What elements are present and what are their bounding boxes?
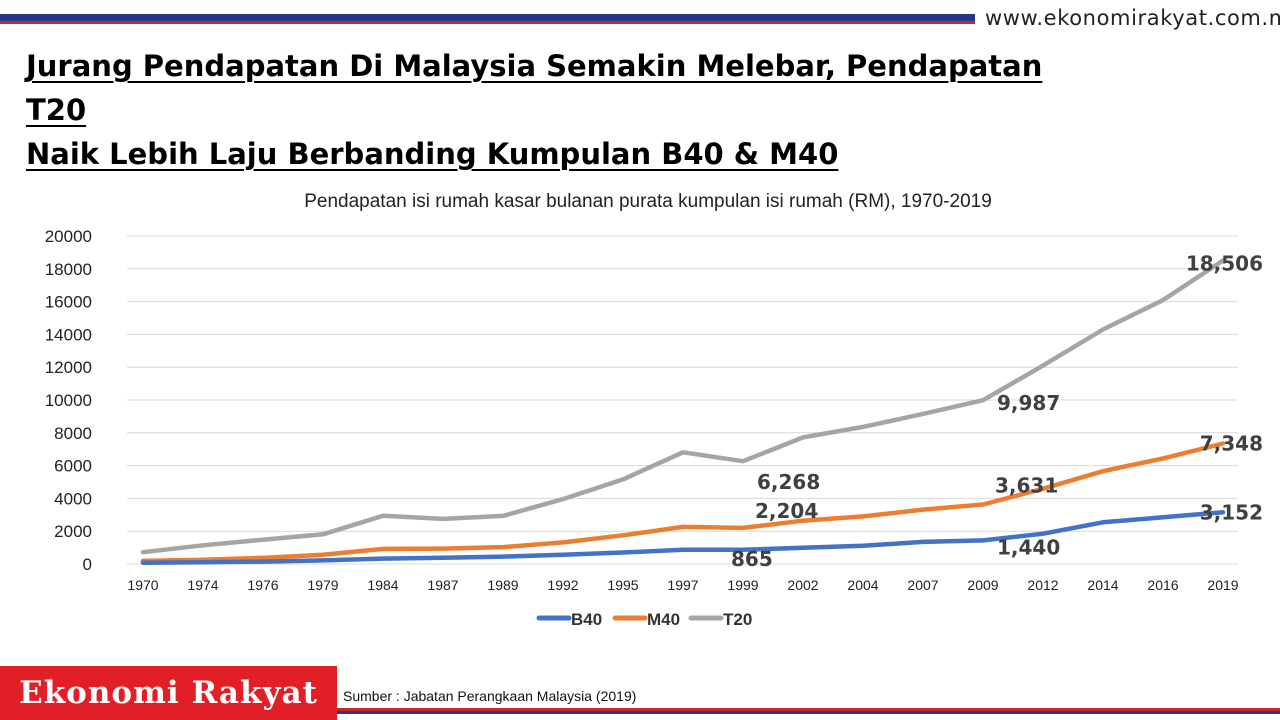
x-tick-label: 2002	[787, 577, 818, 593]
y-tick-label: 18000	[45, 260, 92, 279]
data-label-b40: 1,440	[997, 535, 1060, 559]
y-tick-label: 2000	[54, 522, 92, 541]
brand-text: Ekonomi Rakyat	[19, 675, 318, 711]
x-tick-label: 1974	[187, 577, 218, 593]
x-tick-label: 1976	[247, 577, 278, 593]
series-line-t20	[140, 258, 1226, 555]
brand-logo: Ekonomi Rakyat	[0, 666, 337, 720]
data-label-b40: 3,152	[1200, 500, 1263, 524]
legend-label-m40: M40	[647, 610, 680, 629]
x-tick-label: 2009	[967, 577, 998, 593]
line-chart: Pendapatan isi rumah kasar bulanan purat…	[45, 191, 1263, 629]
title-line-1: Jurang Pendapatan Di Malaysia Semakin Me…	[26, 49, 1043, 127]
title-line-2: Naik Lebih Laju Berbanding Kumpulan B40 …	[26, 137, 839, 171]
x-tick-label: 1999	[727, 577, 758, 593]
x-tick-label: 1992	[547, 577, 578, 593]
chart-title: Pendapatan isi rumah kasar bulanan purat…	[304, 191, 992, 212]
x-tick-label: 1987	[427, 577, 458, 593]
y-tick-label: 8000	[54, 424, 92, 443]
legend-label-t20: T20	[723, 610, 752, 629]
x-tick-label: 2012	[1027, 577, 1058, 593]
y-tick-label: 12000	[45, 358, 92, 377]
y-tick-label: 20000	[45, 227, 92, 246]
page-title: Jurang Pendapatan Di Malaysia Semakin Me…	[26, 44, 1106, 176]
y-tick-label: 4000	[54, 489, 92, 508]
source-note: Sumber : Jabatan Perangkaan Malaysia (20…	[343, 688, 637, 704]
x-tick-label: 1989	[487, 577, 518, 593]
bottom-accent-bar	[337, 708, 1280, 714]
data-label-t20: 18,506	[1186, 252, 1263, 276]
x-tick-label: 2007	[907, 577, 938, 593]
x-tick-label: 1984	[367, 577, 398, 593]
data-label-b40: 865	[731, 547, 773, 571]
x-tick-label: 1979	[307, 577, 338, 593]
y-tick-label: 16000	[45, 293, 92, 312]
data-label-t20: 6,268	[757, 470, 820, 494]
x-tick-label: 2014	[1087, 577, 1118, 593]
y-tick-label: 10000	[45, 391, 92, 410]
site-url: www.ekonomirakyat.com.my	[985, 6, 1280, 30]
x-tick-label: 1970	[127, 577, 158, 593]
x-tick-label: 2016	[1147, 577, 1178, 593]
x-tick-label: 2004	[847, 577, 878, 593]
top-accent-bar	[0, 14, 975, 24]
legend-label-b40: B40	[571, 610, 602, 629]
y-tick-label: 0	[83, 555, 92, 574]
x-tick-label: 1997	[667, 577, 698, 593]
x-tick-label: 2019	[1207, 577, 1238, 593]
data-label-t20: 9,987	[997, 391, 1060, 415]
x-tick-label: 1995	[607, 577, 638, 593]
data-label-m40: 7,348	[1200, 431, 1263, 455]
data-label-m40: 3,631	[995, 473, 1058, 497]
y-tick-label: 6000	[54, 457, 92, 476]
data-label-m40: 2,204	[755, 499, 818, 523]
y-tick-label: 14000	[45, 325, 92, 344]
series-line-m40	[140, 441, 1226, 564]
